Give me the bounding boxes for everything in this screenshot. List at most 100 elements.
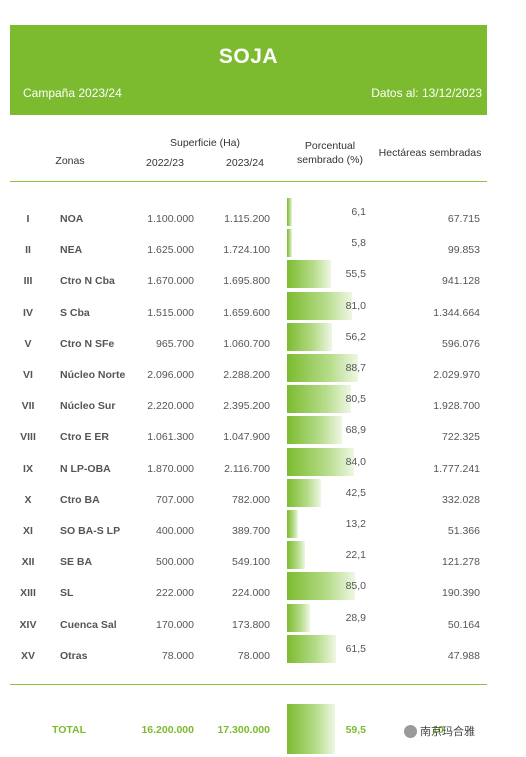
pct-value: 42,5 <box>345 486 366 499</box>
hectareas-value: 50.164 <box>447 618 480 631</box>
pct-bar <box>287 416 343 445</box>
surface-2022: 78.000 <box>161 649 194 662</box>
pct-value: 85,0 <box>345 580 366 593</box>
surface-2022: 400.000 <box>156 525 194 537</box>
surface-2023: 1.060.700 <box>223 337 270 350</box>
surface-2022: 1.625.000 <box>147 244 194 257</box>
zone-name: Ctro BA <box>60 493 100 506</box>
zone-name: N LP-OBA <box>60 462 111 475</box>
surface-2023: 2.116.700 <box>224 462 270 475</box>
zone-number: VIII <box>20 431 36 444</box>
pct-value: 13,2 <box>345 518 366 530</box>
page-title: SOJA <box>218 45 279 68</box>
watermark: 南京玛合雅 <box>404 723 475 739</box>
table-row: XV Otras 78.000 78.000 61,5 47.988 <box>0 633 526 664</box>
table-row: II NEA 1.625.000 1.724.100 5,8 99.853 <box>0 227 526 258</box>
header-pct-line1: Porcentual <box>304 140 356 152</box>
zone-name: Ctro N Cba <box>60 275 115 288</box>
pct-value: 84,0 <box>345 455 366 468</box>
table-row: XII SE BA 500.000 549.100 22,1 121.278 <box>0 539 526 570</box>
pct-value: 28,9 <box>345 611 366 624</box>
pct-bar <box>287 572 355 601</box>
hectareas-value: 722.325 <box>442 431 480 444</box>
total-hectareas: 10 <box>432 724 444 736</box>
zone-number: IX <box>23 462 33 475</box>
header-year-2022: 2022/23 <box>146 157 184 169</box>
zone-name: Ctro E ER <box>60 431 110 444</box>
hectareas-value: 596.076 <box>442 337 480 350</box>
total-row: TOTAL 16.200.000 17.300.000 59,5 10 <box>0 704 526 754</box>
surface-2022: 2.220.000 <box>147 400 194 413</box>
zone-number: V <box>24 337 32 350</box>
hectareas-value: 1.344.664 <box>433 306 480 319</box>
header-pct-line2: sembrado (%) <box>297 154 363 166</box>
pct-bar <box>287 322 332 351</box>
surface-2023: 1.047.900 <box>223 431 270 444</box>
surface-2022: 2.096.000 <box>147 369 194 381</box>
zone-name: Núcleo Sur <box>60 400 116 413</box>
table-row: VIII Ctro E ER 1.061.300 1.047.900 68,9 722.3… <box>0 414 526 445</box>
pct-value: 88,7 <box>345 362 366 374</box>
zone-name: SE BA <box>60 556 93 569</box>
pct-value: 80,5 <box>345 393 366 406</box>
wechat-icon <box>404 724 417 738</box>
table-row: IX N LP-OBA 1.870.000 2.116.700 84,0 1.777.24… <box>0 446 526 477</box>
surface-2023: 389.700 <box>232 525 270 537</box>
zone-name: NEA <box>60 244 83 257</box>
zone-name: Otras <box>60 649 88 662</box>
surface-2023: 78.000 <box>237 649 270 662</box>
pct-bar <box>287 541 305 570</box>
total-2022: 16.200.000 <box>141 724 194 736</box>
zone-name: SO BA-S LP <box>60 525 121 537</box>
header-zonas: Zonas <box>55 155 85 167</box>
surface-2023: 173.800 <box>232 618 270 631</box>
zone-name: Cuenca Sal <box>60 618 117 631</box>
pct-value: 55,5 <box>345 268 366 281</box>
total-2023: 17.300.000 <box>217 724 270 736</box>
data-date-label: Datos al: 13/12/2023 <box>371 86 482 100</box>
zone-name: NOA <box>60 213 84 225</box>
table-row: I NOA 1.100.000 1.115.200 6,1 67.715 <box>0 196 526 227</box>
header-year-2023: 2023/24 <box>226 157 264 169</box>
zone-number: I <box>26 213 30 225</box>
surface-2022: 170.000 <box>156 618 194 631</box>
surface-2022: 1.515.000 <box>147 306 194 319</box>
hectareas-value: 121.278 <box>442 556 480 569</box>
zone-number: VI <box>23 369 33 381</box>
hectareas-value: 941.128 <box>442 275 480 288</box>
table-row: VII Núcleo Sur 2.220.000 2.395.200 80,5 1.928… <box>0 383 526 414</box>
zone-number: XIII <box>20 587 36 600</box>
table-row: XI SO BA-S LP 400.000 389.700 13,2 51.366 <box>0 508 526 539</box>
table-row: XIV Cuenca Sal 170.000 173.800 28,9 50.164 <box>0 602 526 633</box>
zone-name: SL <box>60 587 74 600</box>
zone-name: Núcleo Norte <box>60 369 126 381</box>
surface-2022: 222.000 <box>156 587 194 600</box>
title-banner: SOJA Campaña 2023/24 Datos al: 13/12/202… <box>10 25 487 115</box>
surface-2023: 1.115.200 <box>224 213 270 225</box>
total-pct-bar <box>287 704 335 754</box>
surface-2023: 549.100 <box>232 556 270 569</box>
hectareas-value: 47.988 <box>447 649 480 662</box>
surface-2023: 224.000 <box>232 587 270 600</box>
pct-bar <box>287 510 298 538</box>
pct-bar <box>287 198 292 226</box>
pct-value: 22,1 <box>345 549 366 562</box>
surface-2023: 1.659.600 <box>223 306 270 319</box>
zone-number: IV <box>23 306 33 319</box>
zone-number: III <box>23 275 33 288</box>
pct-bar <box>287 385 352 414</box>
pct-value: 68,9 <box>345 424 366 437</box>
pct-bar <box>287 229 292 258</box>
surface-2022: 1.100.000 <box>147 213 194 225</box>
surface-2023: 2.395.200 <box>223 400 270 413</box>
hectareas-value: 1.928.700 <box>433 400 480 413</box>
footer-divider <box>10 684 487 685</box>
pct-bar <box>287 634 337 663</box>
hectareas-value: 1.777.241 <box>433 462 480 475</box>
zone-number: XV <box>20 649 35 662</box>
table-row: V Ctro N SFe 965.700 1.060.700 56,2 596.076 <box>0 321 526 352</box>
pct-bar <box>287 447 355 476</box>
zone-number: XI <box>23 525 33 537</box>
pct-bar <box>287 603 311 632</box>
total-pct: 59,5 <box>345 724 366 736</box>
